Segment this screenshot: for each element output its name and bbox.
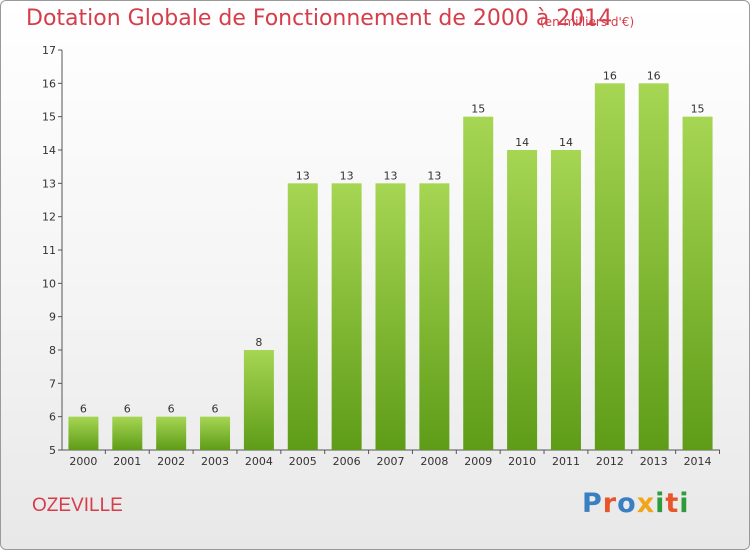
data-label: 14	[559, 136, 573, 149]
logo-letter: t	[665, 488, 680, 519]
y-tick-label: 11	[42, 244, 56, 257]
x-tick-label: 2011	[552, 455, 580, 468]
y-tick-label: 9	[49, 311, 56, 324]
x-tick-label: 2010	[508, 455, 536, 468]
bar	[682, 116, 713, 451]
y-tick-label: 17	[42, 44, 56, 57]
data-label: 16	[603, 69, 617, 82]
proxiti-logo: Proxiti	[582, 488, 690, 519]
bar	[507, 150, 538, 450]
y-tick-label: 6	[49, 411, 56, 424]
x-tick-label: 2003	[201, 455, 229, 468]
bar	[550, 150, 581, 450]
logo-letter: o	[617, 488, 637, 519]
logo-letter: P	[582, 488, 603, 519]
x-tick-label: 2004	[245, 455, 273, 468]
x-tick-label: 2009	[464, 455, 492, 468]
chart-unit: (en milliers d'€)	[540, 15, 635, 29]
data-label: 15	[471, 103, 485, 116]
data-label: 6	[212, 403, 219, 416]
y-tick-label: 5	[49, 444, 56, 457]
bar	[287, 183, 318, 451]
bar	[331, 183, 362, 451]
data-labels: 6 6 6 6 8 13 13 13 13 15 14 14 16 16 15	[80, 69, 705, 415]
y-tick-label: 15	[42, 111, 56, 124]
data-label: 6	[168, 403, 175, 416]
data-label: 15	[691, 103, 705, 116]
y-tick-label: 8	[49, 344, 56, 357]
logo-letter: r	[602, 488, 618, 519]
x-tick-label: 2005	[289, 455, 317, 468]
x-tick-label: 2012	[596, 455, 624, 468]
y-tick-label: 10	[42, 277, 56, 290]
bar	[200, 416, 231, 450]
x-tick-label: 2000	[69, 455, 97, 468]
data-label: 14	[515, 136, 529, 149]
bar	[375, 183, 406, 451]
x-tick-label: 2008	[420, 455, 448, 468]
data-label: 8	[255, 336, 262, 349]
y-tick-label: 7	[49, 377, 56, 390]
logo-letter: i	[679, 488, 690, 519]
logo-letter: i	[655, 488, 666, 519]
data-label: 6	[124, 403, 131, 416]
x-tick-label: 2013	[640, 455, 668, 468]
x-tick-label: 2014	[684, 455, 712, 468]
bar	[594, 83, 625, 450]
x-tick-label: 2007	[377, 455, 405, 468]
logo-letter: x	[636, 488, 656, 519]
data-label: 6	[80, 403, 87, 416]
bar	[156, 416, 187, 450]
x-tick-label: 2002	[157, 455, 185, 468]
bar	[68, 416, 99, 450]
y-tick-label: 13	[42, 177, 56, 190]
data-label: 16	[647, 69, 661, 82]
chart-title: Dotation Globale de Fonctionnement de 20…	[26, 6, 613, 31]
bar	[638, 83, 669, 450]
y-tick-label: 16	[42, 77, 56, 90]
data-label: 13	[340, 169, 354, 182]
bar	[243, 350, 274, 450]
y-tick-label: 14	[42, 144, 56, 157]
x-tick-label: 2006	[333, 455, 361, 468]
commune-name: OZEVILLE	[32, 495, 123, 516]
bars	[68, 83, 713, 451]
bar	[419, 183, 450, 451]
data-label: 13	[384, 169, 398, 182]
data-label: 13	[296, 169, 310, 182]
bar	[463, 116, 494, 451]
data-label: 13	[427, 169, 441, 182]
bar	[112, 416, 143, 450]
x-tick-label: 2001	[113, 455, 141, 468]
y-tick-label: 12	[42, 211, 56, 224]
